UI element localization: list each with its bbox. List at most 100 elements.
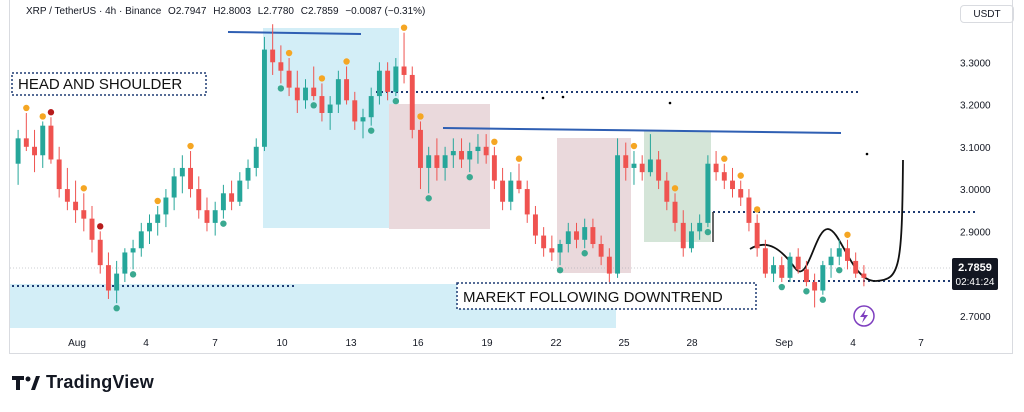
- candle-body: [812, 282, 818, 291]
- candle: [163, 189, 169, 228]
- x-tick-label: 13: [345, 338, 357, 349]
- teal-signal-marker: [581, 250, 588, 257]
- orange-signal-marker: [737, 172, 744, 179]
- lightning-icon[interactable]: [853, 305, 875, 327]
- candle: [97, 231, 103, 274]
- candle: [803, 260, 809, 287]
- red-signal-marker: [47, 109, 55, 116]
- candle-body: [418, 129, 423, 168]
- chart-canvas[interactable]: HEAD AND SHOULDER MAREKT FOLLOWING DOWNT…: [10, 0, 1014, 354]
- price-badge-timer: 02:41:24: [956, 277, 995, 288]
- teal-signal-marker: [704, 228, 712, 236]
- teal-signal-marker: [778, 283, 785, 291]
- orange-signal-marker: [753, 206, 761, 213]
- zone-head: [263, 28, 399, 228]
- candle-body: [237, 180, 243, 202]
- currency-button[interactable]: USDT: [960, 5, 1014, 23]
- teal-signal-marker: [803, 288, 810, 295]
- teal-signal-marker: [392, 97, 400, 105]
- teal-signal-marker: [310, 102, 317, 109]
- candle: [220, 184, 226, 219]
- candle-body: [656, 159, 662, 181]
- candle-body: [828, 256, 834, 266]
- candle-body: [754, 222, 760, 249]
- x-tick-label: 7: [212, 338, 218, 349]
- x-tick-label: 16: [412, 338, 424, 349]
- candle-body: [557, 244, 563, 253]
- candle: [483, 134, 489, 164]
- head-shoulder-box: [11, 72, 207, 96]
- candle: [639, 155, 645, 181]
- candle: [311, 66, 317, 101]
- candle: [656, 151, 662, 190]
- candle: [647, 134, 653, 177]
- candle-body: [721, 172, 727, 181]
- candle: [352, 91, 358, 130]
- candle-body: [270, 49, 276, 63]
- candle-body: [467, 151, 473, 160]
- ohlc-low: L2.7780: [257, 6, 294, 17]
- candle: [335, 70, 341, 113]
- candle-body: [713, 163, 719, 173]
- candle-body: [155, 214, 161, 223]
- candle-body: [771, 265, 777, 274]
- candle: [114, 260, 120, 304]
- candle: [565, 222, 571, 253]
- candle: [130, 239, 136, 270]
- orange-signal-marker: [417, 113, 424, 120]
- candle-body: [409, 74, 415, 130]
- symbol-header: XRP / TetherUS · 4h · Binance O2.7947 H2…: [26, 6, 429, 17]
- candle-body: [253, 146, 259, 168]
- candle-body: [130, 248, 136, 253]
- teal-signal-marker: [425, 195, 432, 202]
- candle-body: [565, 231, 571, 245]
- candle: [688, 222, 694, 253]
- candle: [491, 146, 497, 190]
- candle: [32, 129, 37, 173]
- orange-signal-marker: [154, 197, 161, 205]
- neckline-head: [227, 31, 362, 35]
- candle: [721, 163, 727, 190]
- candle: [393, 58, 399, 97]
- orange-signal-marker: [187, 142, 194, 150]
- tradingview-logo-icon[interactable]: [12, 374, 40, 392]
- candle-body: [803, 269, 809, 283]
- candle: [278, 45, 284, 84]
- y-axis[interactable]: 3.3000 3.2000 3.1000 3.0000 2.9000 2.7000: [960, 58, 991, 323]
- candle-body: [204, 210, 210, 223]
- candle-body: [393, 66, 399, 92]
- candle: [795, 248, 801, 274]
- y-tick-label: 3.3000: [960, 58, 991, 69]
- x-axis[interactable]: Aug 4 7 10 13 16 19 22 25 28 Sep 4 7: [68, 338, 924, 349]
- candle: [606, 248, 612, 283]
- candle: [459, 138, 464, 168]
- candle-body: [450, 151, 456, 156]
- candle: [779, 256, 785, 283]
- teal-signal-marker: [819, 296, 827, 303]
- candle: [294, 70, 300, 113]
- candle: [705, 155, 711, 228]
- candle: [713, 151, 719, 181]
- candle-body: [508, 180, 514, 202]
- candle-body: [853, 260, 859, 274]
- candle-body: [647, 159, 653, 173]
- candle-body: [81, 210, 87, 219]
- candle-body: [376, 70, 382, 97]
- stray-dot: [865, 152, 869, 156]
- candle-body: [311, 87, 317, 97]
- symbol-name[interactable]: XRP / TetherUS · 4h · Binance: [26, 6, 162, 17]
- stray-dot: [561, 95, 565, 99]
- x-tick-label: 7: [918, 338, 924, 349]
- candle-body: [286, 70, 292, 88]
- candle-body: [532, 214, 538, 236]
- candle-body: [516, 180, 522, 190]
- candle: [64, 167, 70, 211]
- candle-body: [574, 231, 579, 240]
- teal-signal-marker: [277, 85, 285, 92]
- candle-body: [278, 62, 284, 71]
- candle: [286, 58, 292, 97]
- candle-body: [23, 138, 29, 147]
- ohlc-high: H2.8003: [213, 6, 252, 17]
- candle-body: [459, 151, 464, 160]
- orange-signal-marker: [23, 104, 30, 112]
